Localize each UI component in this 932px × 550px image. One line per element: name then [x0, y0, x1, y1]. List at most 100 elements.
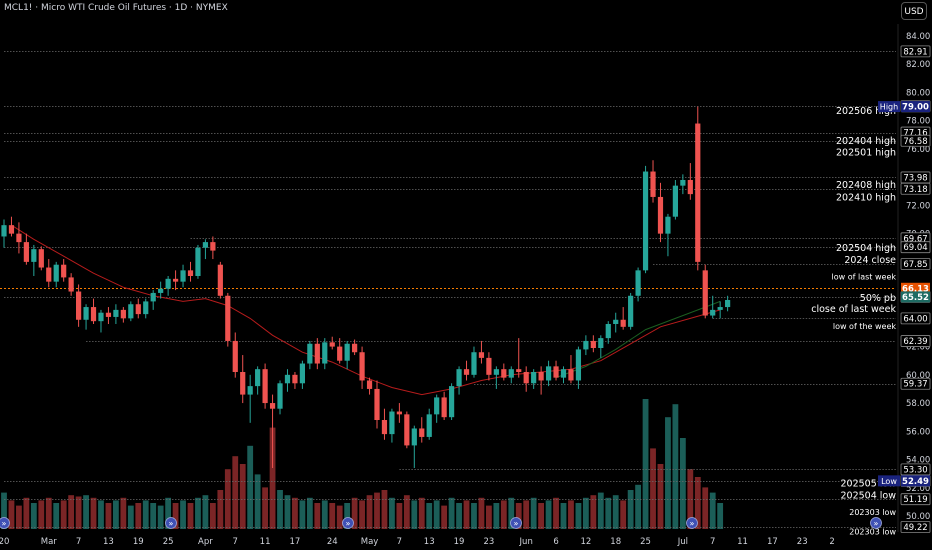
x-tick-label: 18: [610, 537, 621, 547]
x-tick-label: 25: [640, 537, 651, 547]
volume-bar: [538, 503, 545, 529]
x-tick-label: Jul: [677, 537, 688, 547]
candle-body: [23, 242, 29, 262]
volume-bar: [16, 505, 22, 529]
candle-body: [478, 352, 485, 358]
candle-body: [232, 340, 238, 372]
candle-body: [255, 369, 261, 387]
candle-body: [38, 249, 44, 268]
volume-bar: [30, 503, 37, 529]
volume-bar: [8, 500, 15, 529]
candle-body: [426, 414, 432, 437]
volume-bar: [560, 503, 567, 529]
candle-body: [269, 403, 276, 409]
candle-body: [314, 343, 320, 364]
candle-body: [598, 338, 604, 348]
volume-bar: [83, 495, 89, 529]
candle-body: [695, 123, 701, 262]
event-marker-glyph: »: [874, 519, 879, 528]
volume-bar: [187, 503, 194, 529]
volume-bar: [471, 503, 477, 529]
volume-bar: [344, 503, 351, 529]
volume-bar: [53, 503, 60, 529]
y-tick-label: 58.00: [906, 399, 930, 409]
price-tag-high: [901, 101, 930, 113]
volume-bar: [292, 497, 298, 529]
candle-body: [508, 369, 514, 378]
candle-body: [672, 185, 678, 217]
candle-body: [113, 309, 119, 317]
chart-title: MCL1! · Micro WTI Crude Oil Futures · 1D…: [4, 3, 228, 13]
price-tag-low-label: Low: [881, 477, 897, 486]
candle-body: [687, 180, 693, 195]
level-axis-tag-text: 64.00: [903, 314, 927, 324]
candle-body: [516, 369, 522, 372]
candle-body: [31, 249, 37, 262]
volume-bar: [224, 469, 231, 529]
candle-body: [501, 369, 507, 378]
x-tick-label: 7: [233, 537, 238, 547]
volume-bar: [679, 438, 686, 529]
x-tick-label: 7: [397, 537, 402, 547]
volume-bar: [448, 497, 455, 529]
event-marker-icon: [165, 517, 177, 529]
volume-bar: [254, 474, 261, 529]
level-annotation: 202408 high: [836, 180, 896, 191]
level-annotation: 202303 low: [849, 528, 896, 537]
candle-body: [583, 340, 589, 350]
y-tick-label: 56.00: [906, 427, 930, 437]
volume-bar: [694, 477, 701, 529]
level-annotation: low of the week: [833, 322, 897, 331]
price-tag-current: [901, 282, 930, 294]
x-tick-label: 17: [767, 537, 778, 547]
candle-body: [195, 247, 201, 276]
level-axis-tag-text: 51.19: [903, 495, 927, 505]
level-axis-tag-text: 69.67: [903, 234, 927, 244]
x-tick-label: Mar: [41, 537, 58, 547]
candle-body: [150, 292, 156, 302]
x-tick-label: 19: [454, 537, 465, 547]
candle-body: [642, 171, 649, 271]
volume-bar: [321, 500, 328, 529]
candle-body: [83, 307, 89, 320]
candle-body: [202, 242, 209, 248]
volume-bar: [389, 497, 395, 529]
candle-body: [441, 397, 447, 418]
candle-body: [717, 307, 723, 310]
candle-body: [307, 343, 313, 364]
volume-bar: [336, 505, 343, 529]
candle-body: [337, 346, 343, 361]
volume-bar: [650, 448, 656, 529]
candle-body: [605, 324, 611, 339]
level-axis-tag: [900, 258, 931, 270]
candle-body: [404, 414, 410, 446]
volume-bar: [172, 503, 179, 529]
volume-bar: [269, 427, 276, 529]
candle-body: [143, 301, 149, 315]
volume-bar: [515, 503, 522, 529]
currency-button[interactable]: USD: [901, 2, 927, 20]
volume-bar: [523, 500, 530, 529]
x-tick-label: 11: [737, 537, 748, 547]
event-marker-icon: [342, 517, 354, 529]
candle-body: [531, 372, 537, 384]
volume-bar: [687, 469, 694, 529]
event-marker-icon: [870, 517, 882, 529]
volume-bar: [232, 456, 239, 529]
candle-body: [493, 369, 499, 375]
level-axis-tag: [900, 493, 931, 506]
candle-body: [545, 366, 552, 381]
candle-body: [411, 428, 417, 446]
candle-body: [710, 309, 716, 316]
volume-bar: [635, 484, 641, 529]
level-axis-tag: [900, 463, 931, 476]
volume-bar: [68, 495, 75, 529]
price-tag-high-label: High: [880, 103, 898, 112]
volume-bar: [90, 497, 97, 529]
x-tick-label: 12: [580, 537, 591, 547]
volume-bar: [262, 487, 268, 529]
level-annotation: 2024 close: [844, 255, 896, 266]
candle-body: [568, 369, 574, 381]
candle-body: [590, 340, 596, 348]
